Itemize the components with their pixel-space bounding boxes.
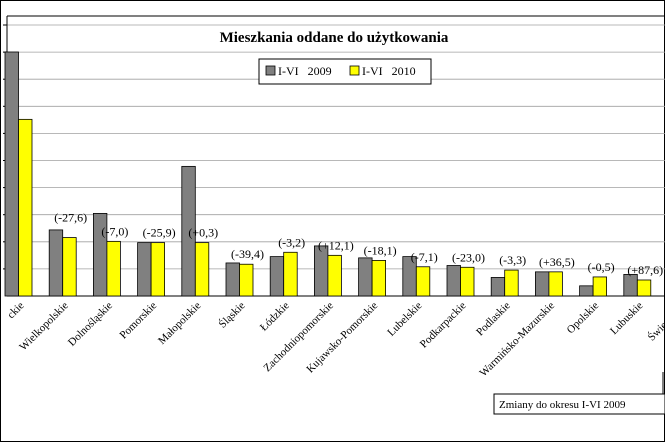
bar-2009	[48, 229, 64, 297]
annotation-label: (-25,9)	[143, 226, 176, 240]
bar-2009	[181, 165, 196, 297]
legend-label-2010: I-VI 2010	[362, 64, 416, 78]
bar-2009	[623, 273, 638, 297]
annotation-label: (-23,0)	[452, 250, 485, 264]
bar-2010	[548, 271, 563, 297]
bar-2010	[504, 269, 519, 297]
bar-2010	[371, 260, 387, 297]
bar-2010	[194, 242, 210, 297]
bar-2010	[283, 251, 298, 297]
bar-2010	[106, 240, 121, 297]
note-frame	[493, 393, 665, 415]
annotation-label: (-27,6)	[54, 211, 87, 225]
bar-2009	[535, 271, 550, 297]
bar-2010	[239, 263, 254, 297]
annotation-label: (-0,5)	[588, 260, 615, 274]
legend-box	[258, 58, 432, 85]
annotation-label: (-3,3)	[499, 253, 526, 267]
annotation-label: (+36,5)	[539, 255, 575, 269]
bar-2010	[592, 276, 607, 297]
legend: I-VI 2009 I-VI 2010	[258, 58, 432, 85]
bar-2009	[313, 245, 329, 297]
legend-label-2009: I-VI 2009	[278, 64, 332, 78]
bar-2009	[358, 257, 373, 297]
bar-2009	[490, 277, 506, 297]
bar-2010	[327, 254, 342, 297]
bar-2010	[150, 242, 166, 297]
bar-2009	[4, 51, 19, 297]
bar-2010	[18, 118, 33, 297]
annotations-group: (-27,6) (-7,0) (-25,9) (+0,3) (-39,4) (-3,2) (…	[54, 211, 663, 277]
annotation-label: (-7,0)	[101, 224, 128, 238]
bar-2009	[137, 242, 152, 297]
chart-title: Mieszkania oddane do użytkowania	[220, 30, 449, 46]
note-box: Zmiany do okresu I-VI 2009	[493, 372, 665, 415]
bars-group	[4, 51, 652, 297]
annotation-label: (+87,6)	[627, 263, 663, 277]
note-text: Zmiany do okresu I-VI 2009	[499, 399, 626, 411]
annotation-label: (-7,1)	[411, 250, 438, 264]
bar-2009	[269, 256, 285, 297]
annotation-label: (-39,4)	[231, 247, 264, 261]
legend-swatch-2009	[265, 65, 276, 76]
bar-2009	[225, 262, 240, 297]
annotation-label: (-3,2)	[278, 235, 305, 249]
annotation-label: (+12,1)	[318, 238, 354, 252]
bar-2010	[415, 266, 431, 297]
bar-2010	[636, 279, 652, 297]
annotation-label: (+0,3)	[188, 226, 218, 240]
annotation-label: (-18,1)	[364, 243, 397, 257]
bar-2009	[579, 285, 594, 297]
bar-2010	[62, 237, 77, 297]
bar-2010	[460, 266, 475, 297]
legend-swatch-2010	[349, 65, 360, 76]
bar-2009	[446, 265, 461, 297]
